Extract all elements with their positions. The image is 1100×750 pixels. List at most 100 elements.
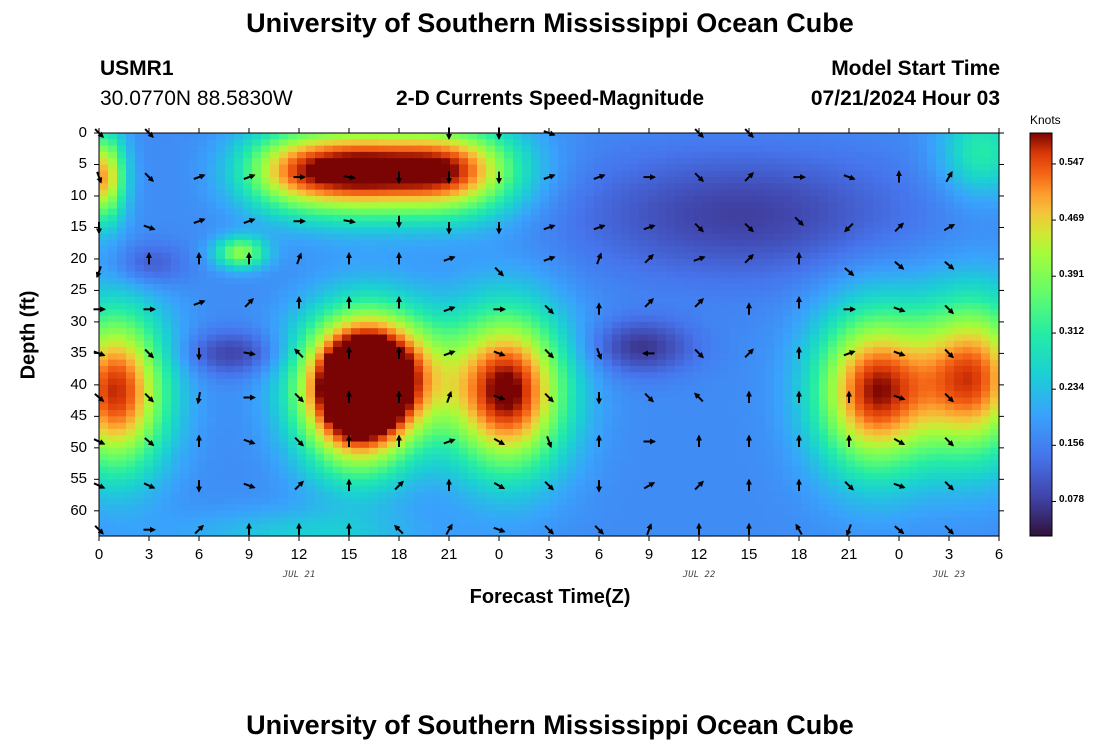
heat-cell xyxy=(900,315,910,323)
heat-cell xyxy=(981,321,991,329)
heat-cell xyxy=(549,328,559,336)
heat-cell xyxy=(882,258,892,266)
heat-cell xyxy=(630,139,640,147)
heat-cell xyxy=(540,258,550,266)
heat-cell xyxy=(918,277,928,285)
heat-cell xyxy=(234,208,244,216)
heat-cell xyxy=(747,177,757,184)
heat-cell xyxy=(360,177,370,184)
heat-cell xyxy=(288,321,298,329)
heat-cell xyxy=(891,391,901,399)
heat-cell xyxy=(270,391,280,399)
heat-cell xyxy=(171,441,181,449)
heat-cell xyxy=(216,340,226,348)
heat-cell xyxy=(909,284,919,292)
heat-cell xyxy=(612,271,622,279)
heat-cell xyxy=(414,328,424,336)
heat-cell xyxy=(315,258,325,266)
heat-cell xyxy=(792,290,802,298)
heat-cell xyxy=(747,240,757,247)
heat-cell xyxy=(297,347,307,354)
heat-cell xyxy=(738,227,748,235)
heat-cell xyxy=(738,416,748,424)
heat-cell xyxy=(270,240,280,247)
heat-cell xyxy=(432,340,442,348)
heat-cell xyxy=(549,233,559,241)
heat-cell xyxy=(207,422,217,430)
heat-cell xyxy=(945,277,955,285)
heat-cell xyxy=(495,422,505,430)
heat-cell xyxy=(603,416,613,424)
heat-cell xyxy=(792,284,802,292)
heat-cell xyxy=(252,164,262,172)
heat-cell xyxy=(513,315,523,323)
heat-cell xyxy=(540,384,550,392)
heat-cell xyxy=(324,233,334,241)
heat-cell xyxy=(225,214,235,222)
heat-cell xyxy=(936,195,946,203)
heat-cell xyxy=(306,164,316,172)
heat-cell xyxy=(981,428,991,436)
heat-cell xyxy=(909,410,919,417)
heat-cell xyxy=(459,347,469,354)
heat-cell xyxy=(180,353,190,361)
heat-cell xyxy=(441,221,451,229)
heat-cell xyxy=(540,240,550,247)
heat-cell xyxy=(657,315,667,323)
heat-cell xyxy=(900,133,910,140)
heat-cell xyxy=(180,208,190,216)
heat-cell xyxy=(270,365,280,373)
heat-cell xyxy=(405,258,415,266)
heat-cell xyxy=(531,403,541,411)
heat-cell xyxy=(756,372,766,380)
heat-cell xyxy=(405,435,415,443)
heat-cell xyxy=(324,410,334,417)
heat-cell xyxy=(324,359,334,367)
heat-cell xyxy=(387,365,397,373)
heat-cell xyxy=(117,347,127,354)
heat-cell xyxy=(702,139,712,147)
heat-cell xyxy=(954,195,964,203)
heat-cell xyxy=(441,208,451,216)
heat-cell xyxy=(648,208,658,216)
heat-cell xyxy=(639,428,649,436)
heat-cell xyxy=(639,416,649,424)
heat-cell xyxy=(369,303,379,310)
heat-cell xyxy=(522,227,532,235)
heat-cell xyxy=(306,334,316,342)
heat-cell xyxy=(576,271,586,279)
heat-cell xyxy=(711,303,721,310)
heat-cell xyxy=(126,441,136,449)
heat-cell xyxy=(297,151,307,159)
heat-cell xyxy=(171,397,181,405)
heat-cell xyxy=(927,410,937,417)
heat-cell xyxy=(333,246,343,254)
heat-cell xyxy=(531,277,541,285)
heat-cell xyxy=(477,189,487,197)
heat-cell xyxy=(918,195,928,203)
heat-cell xyxy=(243,290,253,298)
heat-cell xyxy=(216,290,226,298)
heat-cell xyxy=(198,303,208,310)
heat-cell xyxy=(432,164,442,172)
heat-cell xyxy=(819,435,829,443)
heat-cell xyxy=(576,214,586,222)
heat-cell xyxy=(333,145,343,153)
heat-cell xyxy=(729,403,739,411)
heat-cell xyxy=(891,277,901,285)
heat-cell xyxy=(882,227,892,235)
heat-cell xyxy=(243,183,253,191)
heat-cell xyxy=(900,296,910,304)
heat-cell xyxy=(630,321,640,329)
heat-cell xyxy=(981,416,991,424)
heat-cell xyxy=(432,328,442,336)
heat-cell xyxy=(531,271,541,279)
heat-cell xyxy=(396,422,406,430)
heat-cell xyxy=(846,284,856,292)
heat-cell xyxy=(432,428,442,436)
heat-cell xyxy=(189,284,199,292)
heat-cell xyxy=(918,151,928,159)
heat-cell xyxy=(216,441,226,449)
heat-cell xyxy=(666,290,676,298)
heat-cell xyxy=(504,133,514,140)
